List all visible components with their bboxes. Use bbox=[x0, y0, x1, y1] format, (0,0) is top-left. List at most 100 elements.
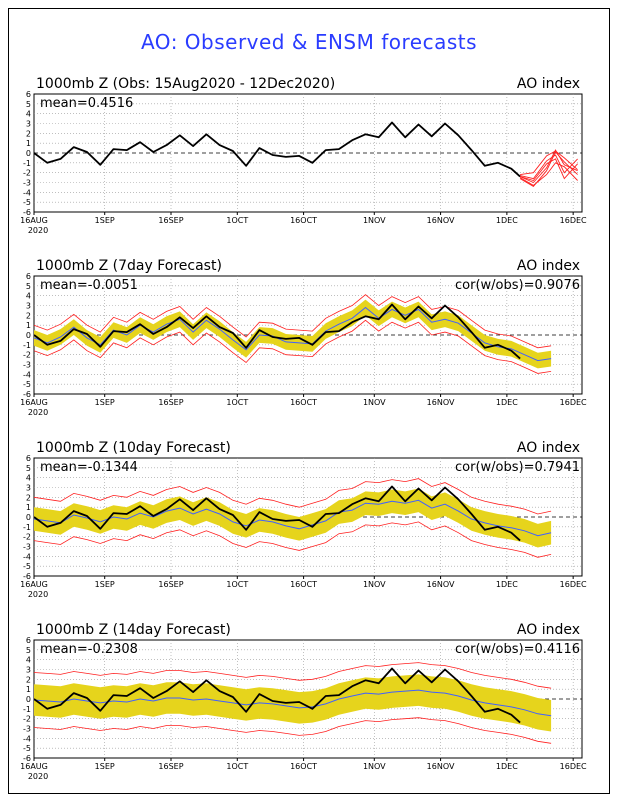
y-tick-label: -4 bbox=[23, 552, 31, 561]
mean-label: mean=-0.0051 bbox=[40, 278, 138, 293]
panel-index-label: AO index bbox=[517, 440, 580, 456]
x-tick-label: 16SEP bbox=[158, 762, 183, 771]
y-tick-label: -2 bbox=[23, 533, 31, 542]
y-tick-label: 0 bbox=[26, 149, 31, 158]
x-tick-label: 16AUG bbox=[20, 398, 48, 407]
y-tick-label: 3 bbox=[26, 666, 31, 675]
mean-label: mean=-0.2308 bbox=[40, 642, 138, 657]
panel-index-label: AO index bbox=[517, 76, 580, 92]
observed-line bbox=[33, 303, 521, 360]
x-tick-label: 16SEP bbox=[158, 216, 183, 225]
x-tick-label: 16DEC bbox=[560, 762, 587, 771]
y-tick-label: -3 bbox=[23, 543, 31, 552]
chart-panel-3: 1000mb Z (10day Forecast) AO index 6543210… bbox=[20, 440, 587, 599]
ensemble-member-line bbox=[520, 150, 578, 176]
y-tick-label: 1 bbox=[26, 685, 31, 694]
x-tick-label: 16AUG bbox=[20, 762, 48, 771]
x-tick-label: 1SEP bbox=[95, 580, 115, 589]
x-tick-label: 16OCT bbox=[290, 216, 317, 225]
y-tick-label: 3 bbox=[26, 302, 31, 311]
x-tick-label: 16AUG bbox=[20, 580, 48, 589]
y-tick-label: -6 bbox=[23, 208, 31, 217]
correlation-label: cor(w/obs)=0.7941 bbox=[455, 460, 580, 475]
y-tick-label: 5 bbox=[26, 464, 31, 473]
x-tick-label: 16OCT bbox=[290, 580, 317, 589]
ensemble-max-line bbox=[33, 662, 552, 689]
ensemble-min-line bbox=[33, 717, 552, 744]
y-tick-label: 2 bbox=[26, 675, 31, 684]
chart-panel-4: 1000mb Z (14day Forecast) AO index 6543210… bbox=[20, 622, 587, 781]
x-tick-label: 1SEP bbox=[95, 216, 115, 225]
x-tick-label: 1OCT bbox=[226, 762, 248, 771]
correlation-label: cor(w/obs)=0.9076 bbox=[455, 278, 580, 293]
observed-line bbox=[33, 667, 521, 724]
x-tick-label: 1DEC bbox=[496, 398, 518, 407]
y-tick-label: 5 bbox=[26, 100, 31, 109]
y-tick-label: -5 bbox=[23, 380, 31, 389]
y-tick-label: 2 bbox=[26, 311, 31, 320]
figure-title: AO: Observed & ENSM forecasts bbox=[140, 30, 478, 54]
y-tick-label: -1 bbox=[23, 341, 31, 350]
y-tick-label: 4 bbox=[26, 474, 31, 483]
y-tick-label: -2 bbox=[23, 715, 31, 724]
x-tick-label: 16NOV bbox=[427, 762, 455, 771]
y-tick-label: 3 bbox=[26, 484, 31, 493]
x-tick-label: 1SEP bbox=[95, 762, 115, 771]
x-year-label: 2020 bbox=[28, 772, 48, 781]
y-tick-label: 4 bbox=[26, 110, 31, 119]
y-tick-label: -2 bbox=[23, 351, 31, 360]
x-tick-label: 1NOV bbox=[363, 580, 386, 589]
x-tick-label: 1OCT bbox=[226, 580, 248, 589]
x-tick-label: 16DEC bbox=[560, 216, 587, 225]
x-year-label: 2020 bbox=[28, 408, 48, 417]
ensemble-max-line bbox=[33, 478, 552, 515]
y-tick-label: -5 bbox=[23, 198, 31, 207]
x-tick-label: 1OCT bbox=[226, 216, 248, 225]
y-tick-label: 3 bbox=[26, 120, 31, 129]
x-tick-label: 1DEC bbox=[496, 580, 518, 589]
x-tick-label: 16OCT bbox=[290, 398, 317, 407]
y-tick-label: 2 bbox=[26, 493, 31, 502]
x-tick-label: 16AUG bbox=[20, 216, 48, 225]
y-tick-label: -6 bbox=[23, 572, 31, 581]
y-tick-label: 0 bbox=[26, 513, 31, 522]
y-tick-label: -1 bbox=[23, 523, 31, 532]
y-tick-label: 0 bbox=[26, 331, 31, 340]
y-tick-label: -4 bbox=[23, 370, 31, 379]
ensemble-member-line bbox=[520, 154, 578, 180]
y-tick-label: -3 bbox=[23, 725, 31, 734]
panel-index-label: AO index bbox=[517, 258, 580, 274]
y-tick-label: 6 bbox=[26, 454, 31, 463]
x-tick-label: 1NOV bbox=[363, 762, 386, 771]
y-tick-label: -2 bbox=[23, 169, 31, 178]
y-tick-label: 5 bbox=[26, 282, 31, 291]
ensemble-mean-line bbox=[33, 306, 552, 362]
chart-panel-2: 1000mb Z (7day Forecast) AO index6543210-… bbox=[20, 258, 587, 417]
x-tick-label: 16DEC bbox=[560, 580, 587, 589]
y-tick-label: -1 bbox=[23, 159, 31, 168]
y-tick-label: 2 bbox=[26, 129, 31, 138]
chart-panel-1: 1000mb Z (Obs: 15Aug2020 - 12Dec2020) AO … bbox=[20, 76, 587, 235]
x-tick-label: 1NOV bbox=[363, 216, 386, 225]
y-tick-label: 1 bbox=[26, 321, 31, 330]
x-tick-label: 16DEC bbox=[560, 398, 587, 407]
ensemble-min-line bbox=[33, 521, 552, 558]
y-tick-label: 6 bbox=[26, 272, 31, 281]
correlation-label: cor(w/obs)=0.4116 bbox=[455, 642, 580, 657]
x-tick-label: 1SEP bbox=[95, 398, 115, 407]
y-tick-label: -6 bbox=[23, 390, 31, 399]
y-tick-label: -1 bbox=[23, 705, 31, 714]
x-tick-label: 16NOV bbox=[427, 580, 455, 589]
y-tick-label: -4 bbox=[23, 734, 31, 743]
observed-line bbox=[33, 121, 521, 178]
panel-title: 1000mb Z (7day Forecast) bbox=[36, 258, 222, 274]
ensemble-spread-band bbox=[34, 299, 552, 369]
y-tick-label: 0 bbox=[26, 695, 31, 704]
x-tick-label: 16NOV bbox=[427, 398, 455, 407]
x-tick-label: 1OCT bbox=[226, 398, 248, 407]
ensemble-max-line bbox=[33, 294, 552, 349]
y-tick-label: 6 bbox=[26, 636, 31, 645]
x-tick-label: 16NOV bbox=[427, 216, 455, 225]
panel-title: 1000mb Z (14day Forecast) bbox=[36, 622, 231, 638]
x-tick-label: 16SEP bbox=[158, 398, 183, 407]
